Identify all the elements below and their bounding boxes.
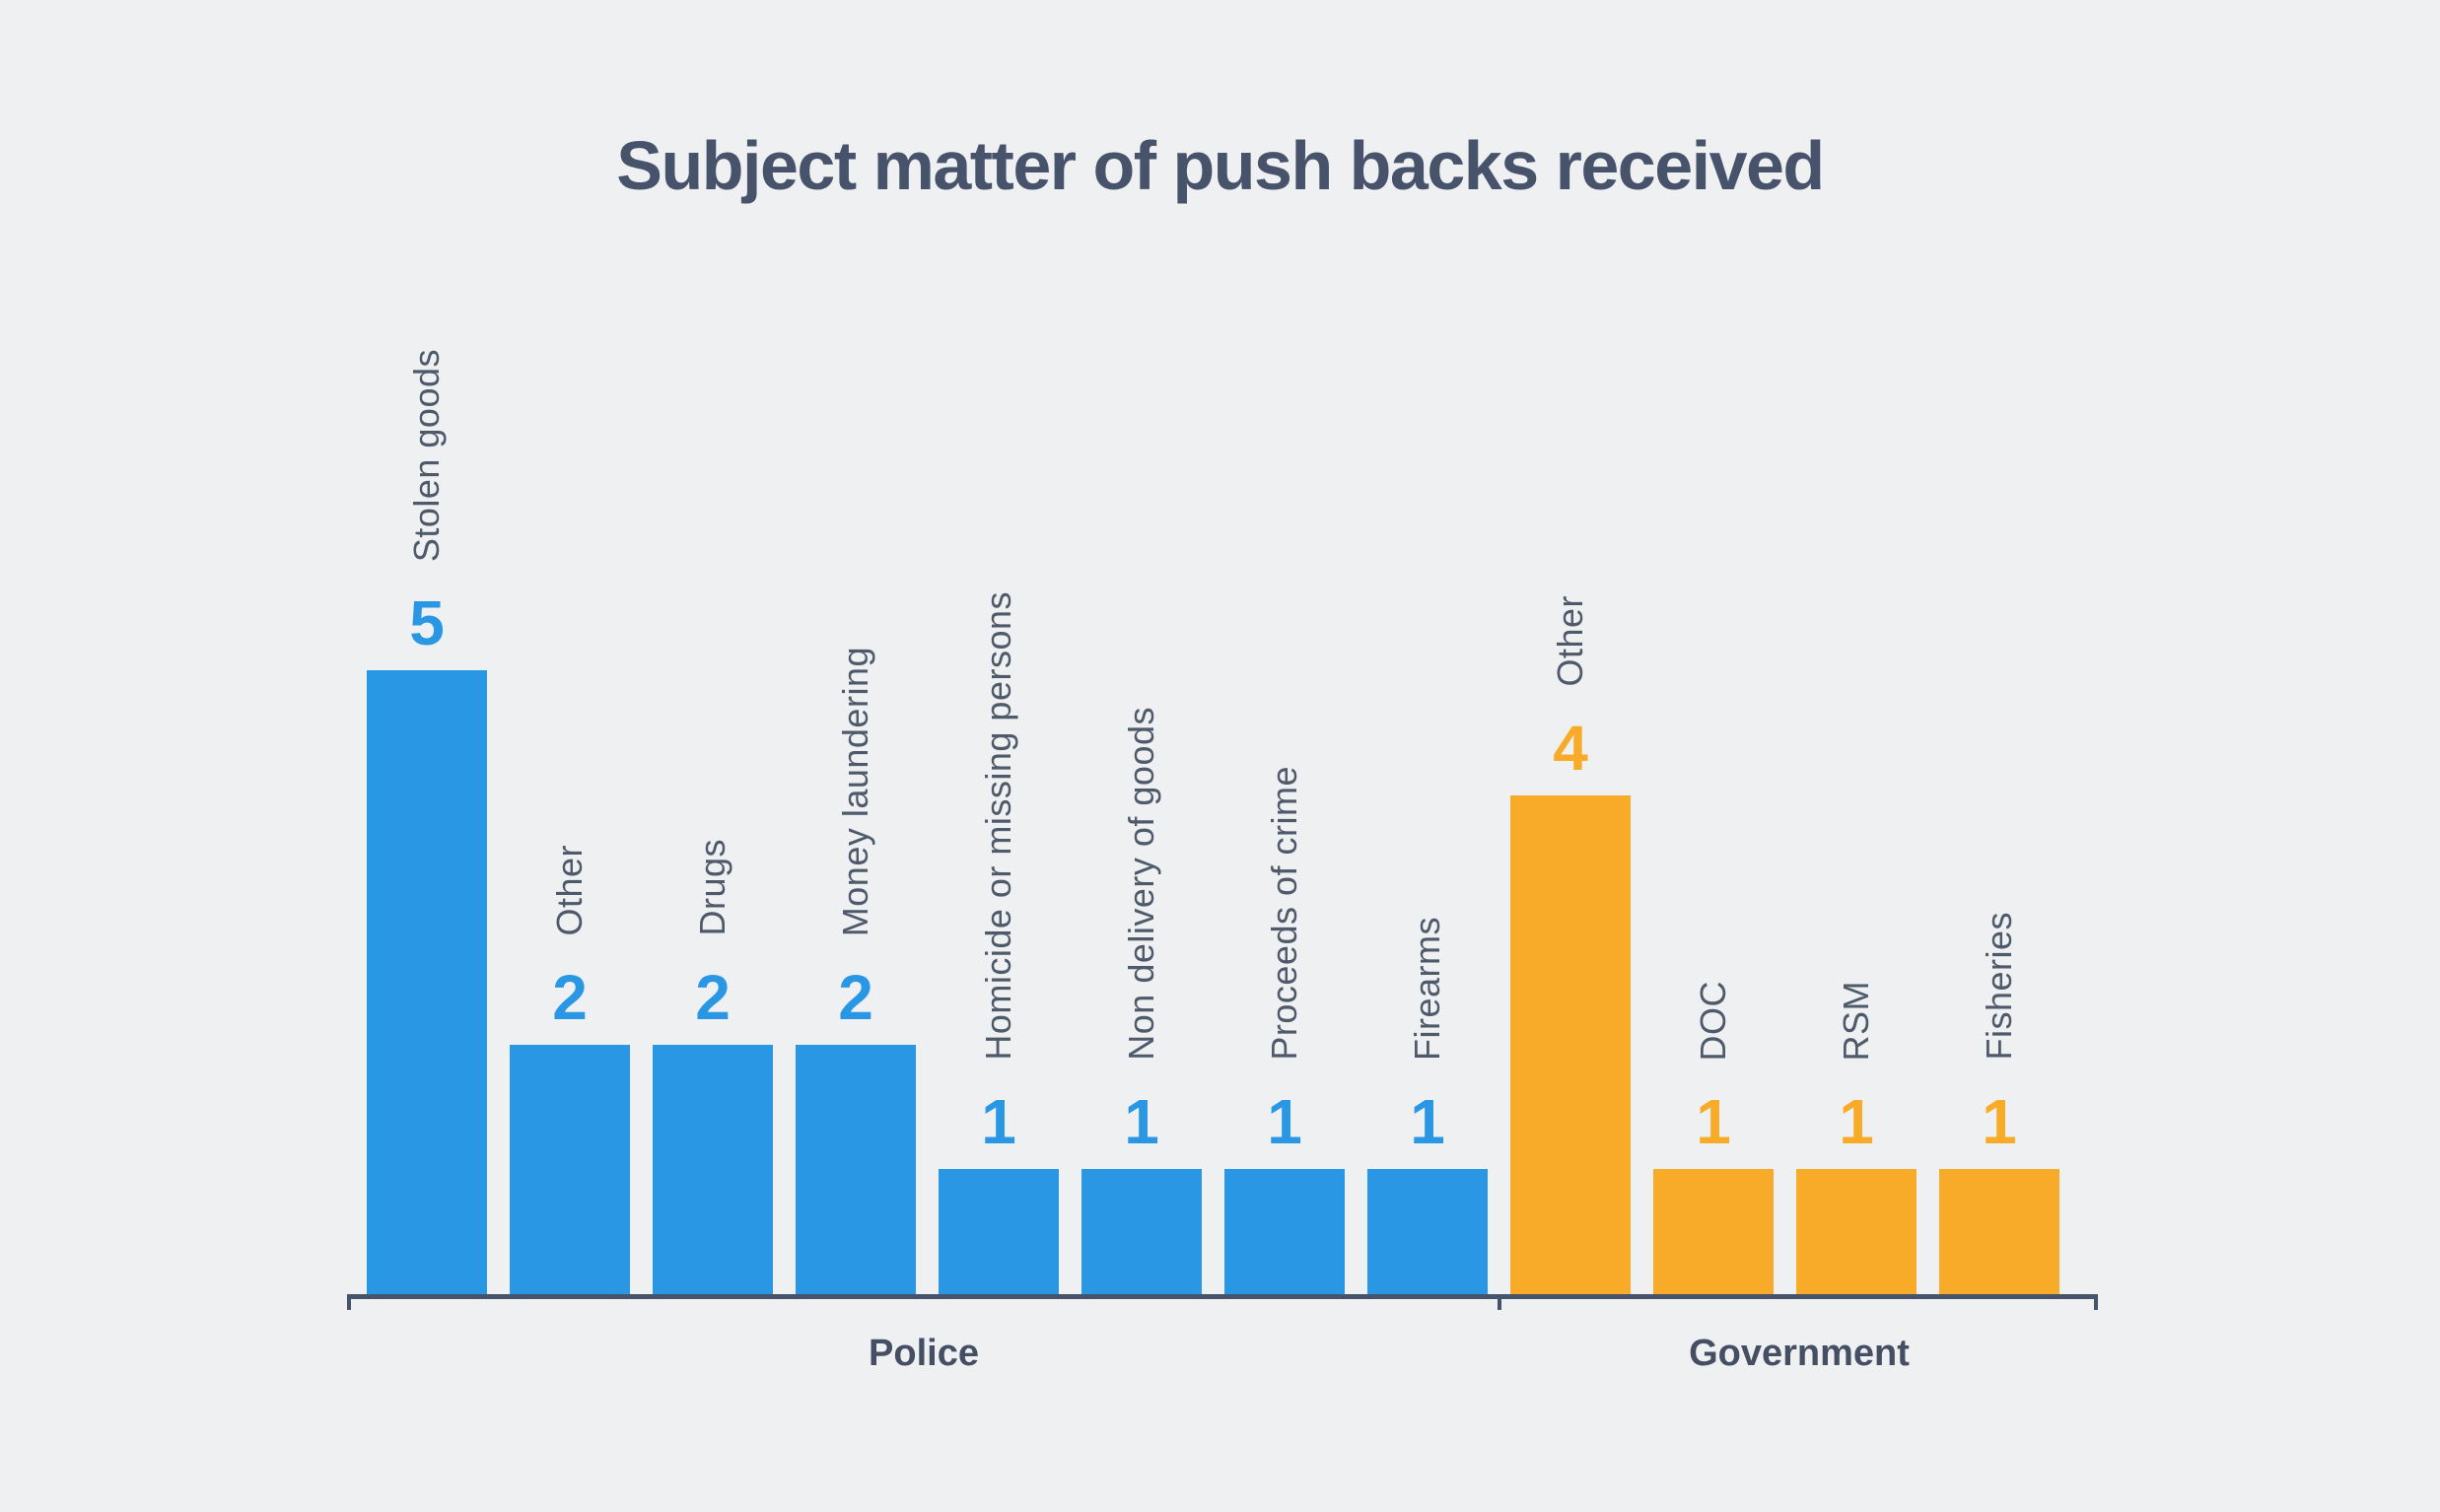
- bar-value-label: 1: [1696, 1086, 1731, 1157]
- bar-column: Money laundering 2: [796, 647, 916, 1294]
- bar-category-label: Drugs: [692, 839, 733, 936]
- bar: [1939, 1169, 2059, 1294]
- bar: [796, 1045, 916, 1294]
- bar-column: Non delivery of goods 1: [1081, 707, 1202, 1294]
- bar-column: Other 2: [510, 845, 630, 1294]
- bar-value-label: 1: [981, 1086, 1016, 1157]
- bar: [1796, 1169, 1917, 1294]
- bar-value-label: 2: [838, 962, 873, 1033]
- x-axis-line: [347, 1294, 2098, 1299]
- bar-category-label: Other: [549, 845, 591, 936]
- x-axis-tick-group-divider: [1498, 1294, 1501, 1310]
- bar-category-label: Proceeds of crime: [1264, 766, 1305, 1061]
- bar: [367, 670, 487, 1294]
- chart-title: Subject matter of push backs received: [616, 127, 1825, 204]
- bar-column: Proceeds of crime 1: [1224, 766, 1345, 1294]
- bar: [510, 1045, 630, 1294]
- bar: [939, 1169, 1059, 1294]
- bar-value-label: 1: [1839, 1086, 1874, 1157]
- bar-column: Fisheries 1: [1939, 912, 2059, 1294]
- x-axis-tick-right: [2094, 1294, 2098, 1310]
- bar-value-label: 4: [1553, 713, 1588, 784]
- bar-value-label: 2: [552, 962, 588, 1033]
- bar-column: Firearms 1: [1367, 917, 1488, 1294]
- bar: [1224, 1169, 1345, 1294]
- bar-category-label: Other: [1550, 595, 1591, 687]
- bar-category-label: Non delivery of goods: [1121, 707, 1162, 1061]
- bar: [653, 1045, 773, 1294]
- bar-category-label: Stolen goods: [406, 348, 448, 562]
- bar-category-label: Fisheries: [1979, 912, 2020, 1061]
- bar-value-label: 1: [1410, 1086, 1445, 1157]
- group-label-police: Police: [869, 1333, 979, 1374]
- bar-column: DOC 1: [1653, 980, 1774, 1294]
- group-label-government: Government: [1689, 1333, 1910, 1374]
- bar-category-label: Homicide or missing persons: [978, 591, 1019, 1061]
- bar-value-label: 1: [1267, 1086, 1302, 1157]
- bar: [1653, 1169, 1774, 1294]
- bar: [1510, 795, 1631, 1294]
- bar-column: RSM 1: [1796, 980, 1917, 1294]
- bar: [1081, 1169, 1202, 1294]
- bar-column: Homicide or missing persons 1: [939, 591, 1059, 1294]
- bar-category-label: Money laundering: [835, 646, 876, 936]
- bar-category-label: Firearms: [1407, 917, 1448, 1061]
- bar-value-label: 1: [1124, 1086, 1159, 1157]
- bar-column: Drugs 2: [653, 839, 773, 1294]
- bar-column: Other 4: [1510, 595, 1631, 1294]
- bar-value-label: 1: [1982, 1086, 2017, 1157]
- bar-category-label: RSM: [1836, 980, 1877, 1062]
- bar-column: Stolen goods 5: [367, 349, 487, 1294]
- x-axis-tick-left: [347, 1294, 351, 1310]
- bar-value-label: 2: [695, 962, 731, 1033]
- bar: [1367, 1169, 1488, 1294]
- bar-category-label: DOC: [1693, 980, 1734, 1062]
- bar-value-label: 5: [409, 587, 445, 658]
